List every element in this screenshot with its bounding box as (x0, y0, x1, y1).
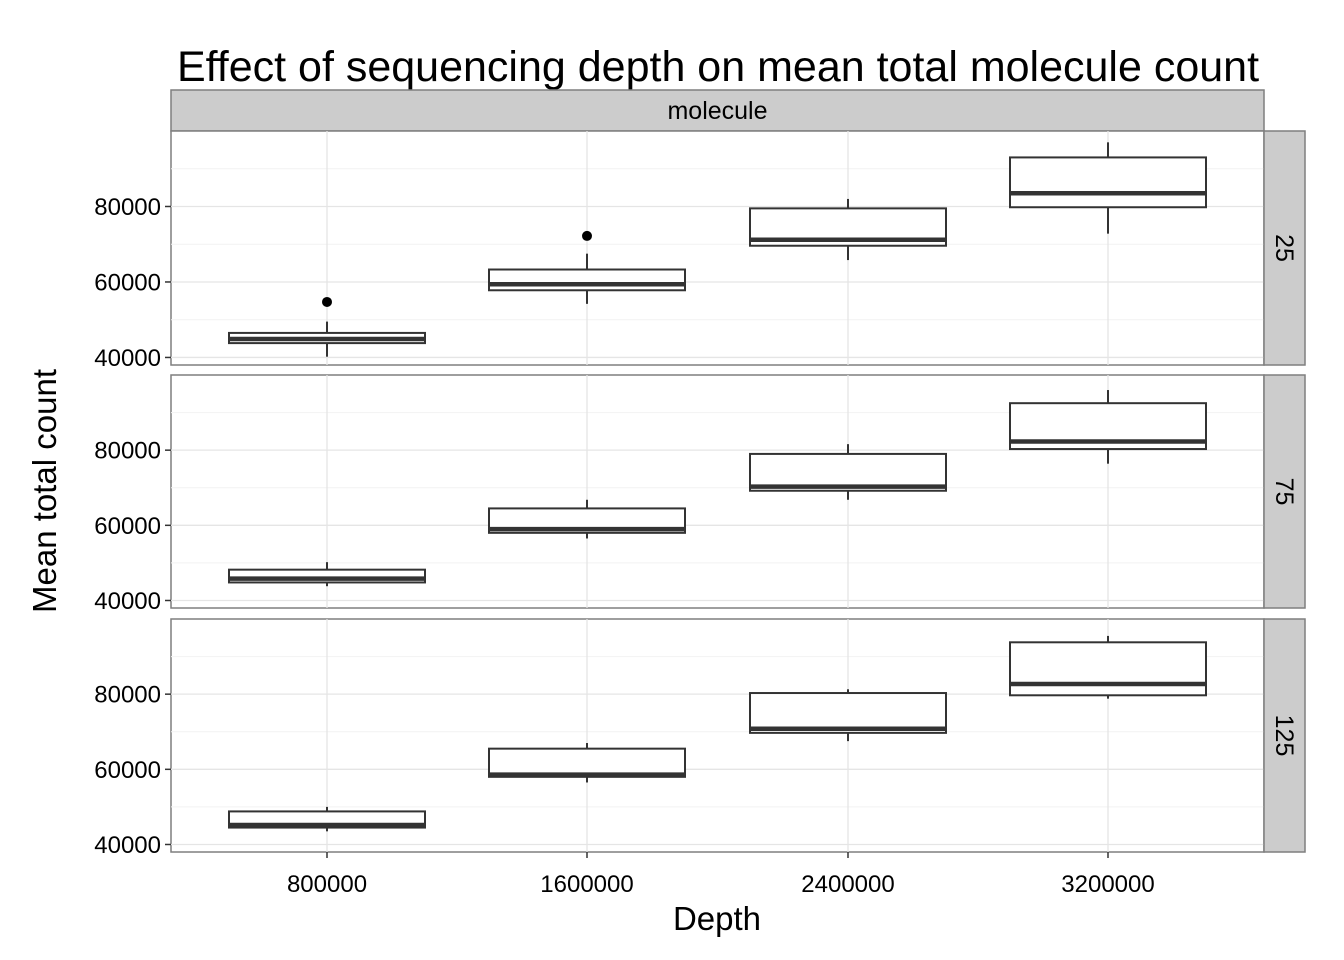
x-tick-label: 1600000 (540, 871, 633, 898)
box-800000 (228, 806, 426, 832)
facet-strip-top-label: molecule (667, 97, 767, 125)
box-3200000 (1009, 142, 1207, 234)
box-3200000 (1009, 390, 1207, 464)
box-iqr (749, 692, 947, 734)
y-tick-label: 80000 (94, 438, 161, 465)
facet-panels: molecule 40000 60000 80000 25 40000 60000 80000… (94, 89, 1306, 859)
facet-strip-right (1263, 374, 1306, 609)
x-axis: 800000 1600000 2400000 3200000 (287, 852, 1155, 898)
panel-75: 40000 60000 80000 75 (94, 374, 1306, 615)
y-tick-label: 60000 (94, 757, 161, 784)
x-tick-label: 3200000 (1061, 871, 1154, 898)
box-2400000 (749, 444, 947, 500)
y-tick-label: 40000 (94, 588, 161, 615)
y-tick-label: 40000 (94, 345, 161, 372)
box-3200000 (1009, 635, 1207, 699)
y-tick-label: 40000 (94, 832, 161, 859)
box-1600000 (488, 230, 686, 304)
box-2400000 (749, 198, 947, 261)
box-iqr (1009, 641, 1207, 697)
panel-125: 40000 60000 80000 125 (94, 618, 1306, 859)
panel-25: 40000 60000 80000 25 (94, 130, 1306, 372)
facet-strip-top (170, 89, 1265, 132)
facet-strip-right (1263, 618, 1306, 853)
box-iqr (488, 268, 686, 292)
facet-strip-right-label: 125 (1270, 715, 1298, 757)
x-axis-title: Depth (673, 900, 761, 937)
y-tick-label: 60000 (94, 513, 161, 540)
y-axis-title: Mean total count (26, 369, 63, 613)
box-800000 (228, 562, 426, 587)
box-iqr (488, 747, 686, 778)
chart-title: Effect of sequencing depth on mean total… (177, 43, 1259, 91)
y-tick-label: 80000 (94, 194, 161, 221)
facet-strip-right-label: 25 (1270, 234, 1298, 262)
box-2400000 (749, 689, 947, 742)
facet-strip-right (1263, 130, 1306, 366)
facet-strip-right-label: 75 (1270, 478, 1298, 506)
outlier-point (322, 296, 332, 307)
box-1600000 (488, 499, 686, 539)
outlier-point (582, 230, 592, 241)
x-tick-label: 800000 (287, 871, 367, 898)
box-1600000 (488, 743, 686, 783)
x-tick-label: 2400000 (801, 871, 894, 898)
box-iqr (1009, 156, 1207, 209)
y-tick-label: 80000 (94, 682, 161, 709)
y-tick-label: 60000 (94, 269, 161, 296)
box-800000 (228, 296, 426, 357)
